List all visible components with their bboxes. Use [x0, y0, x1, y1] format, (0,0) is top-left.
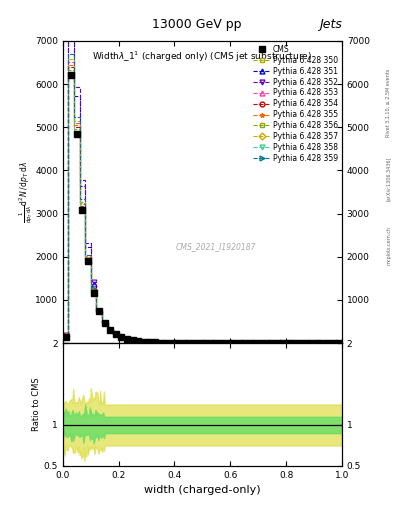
Y-axis label: $\frac{1}{\mathrm{d}p_T\,\mathrm{d}\lambda}\mathrm{d}^2N\,/\,\mathrm{d}p_T\,\mat: $\frac{1}{\mathrm{d}p_T\,\mathrm{d}\lamb… — [17, 161, 34, 223]
Text: [arXiv:1306.3436]: [arXiv:1306.3436] — [386, 157, 391, 201]
X-axis label: width (charged-only): width (charged-only) — [144, 485, 261, 495]
Text: CMS_2021_I1920187: CMS_2021_I1920187 — [176, 242, 257, 251]
Y-axis label: Ratio to CMS: Ratio to CMS — [32, 378, 41, 431]
Text: mcplots.cern.ch: mcplots.cern.ch — [386, 226, 391, 265]
Text: Width$\lambda\_1^1$ (charged only) (CMS jet substructure): Width$\lambda\_1^1$ (charged only) (CMS … — [92, 50, 312, 65]
Text: Rivet 3.1.10, ≥ 2.5M events: Rivet 3.1.10, ≥ 2.5M events — [386, 68, 391, 137]
Text: Jets: Jets — [319, 18, 342, 31]
Legend: CMS, Pythia 6.428 350, Pythia 6.428 351, Pythia 6.428 352, Pythia 6.428 353, Pyt: CMS, Pythia 6.428 350, Pythia 6.428 351,… — [252, 43, 340, 164]
Text: 13000 GeV pp: 13000 GeV pp — [152, 18, 241, 31]
